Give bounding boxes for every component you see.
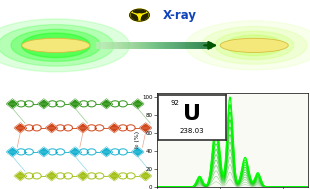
Polygon shape: [77, 123, 89, 132]
Polygon shape: [77, 171, 89, 180]
Ellipse shape: [0, 25, 114, 66]
Text: X-ray: X-ray: [163, 9, 197, 22]
Polygon shape: [140, 123, 152, 132]
Polygon shape: [69, 99, 81, 108]
Polygon shape: [14, 171, 26, 180]
Ellipse shape: [22, 38, 90, 52]
Ellipse shape: [0, 19, 130, 72]
Polygon shape: [38, 147, 50, 156]
Polygon shape: [132, 147, 144, 156]
Polygon shape: [100, 147, 113, 156]
Polygon shape: [100, 99, 113, 108]
Circle shape: [138, 14, 141, 16]
Polygon shape: [46, 171, 58, 180]
Polygon shape: [140, 171, 152, 180]
Polygon shape: [14, 123, 26, 132]
Circle shape: [130, 9, 149, 21]
Polygon shape: [69, 147, 81, 156]
Ellipse shape: [11, 29, 100, 61]
Ellipse shape: [186, 21, 310, 70]
Ellipse shape: [202, 26, 307, 64]
Ellipse shape: [215, 31, 294, 60]
Ellipse shape: [220, 38, 288, 52]
Polygon shape: [7, 99, 19, 108]
Polygon shape: [7, 147, 19, 156]
Polygon shape: [133, 10, 146, 13]
Ellipse shape: [225, 35, 283, 56]
Polygon shape: [46, 123, 58, 132]
Y-axis label: I₀ (%): I₀ (%): [135, 131, 140, 148]
Polygon shape: [38, 99, 50, 108]
Polygon shape: [108, 171, 120, 180]
Ellipse shape: [22, 33, 90, 58]
Polygon shape: [132, 99, 144, 108]
Polygon shape: [141, 14, 148, 20]
Polygon shape: [131, 14, 138, 20]
Polygon shape: [108, 123, 120, 132]
